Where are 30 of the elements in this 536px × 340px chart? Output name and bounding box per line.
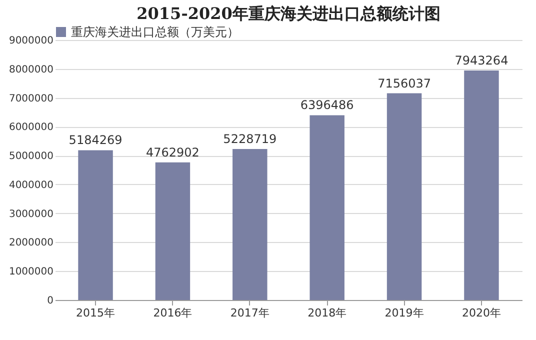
y-tick-label: 1000000 — [8, 266, 54, 278]
bar — [464, 70, 499, 300]
y-tick-label: 6000000 — [8, 122, 54, 134]
x-tick-label: 2018年 — [308, 306, 347, 320]
data-label: 7156037 — [378, 76, 432, 90]
bar — [78, 150, 113, 300]
data-label: 5228719 — [223, 132, 277, 146]
data-label: 5184269 — [68, 133, 122, 148]
chart-title: 2015-2020年重庆海关进出口总额统计图 — [136, 4, 440, 23]
y-tick-label: 8000000 — [8, 64, 54, 76]
x-tick-label: 2017年 — [230, 306, 270, 320]
x-tick-label: 2016年 — [153, 306, 192, 320]
y-tick-label: 9000000 — [8, 36, 54, 46]
bar — [232, 148, 268, 300]
data-label: 7943264 — [454, 54, 508, 68]
bar — [310, 115, 344, 300]
x-tick-label: 2015年 — [76, 306, 116, 320]
y-tick-label: 2000000 — [8, 238, 54, 249]
y-tick-label: 4000000 — [8, 180, 54, 191]
bar — [155, 162, 190, 300]
legend-label: 重庆海关进出口总额（万美元） — [71, 25, 239, 39]
data-label: 4762902 — [146, 145, 200, 160]
data-label: 6396486 — [300, 98, 354, 112]
y-tick-label: 0 — [47, 296, 54, 306]
y-tick-label: 7000000 — [8, 93, 54, 104]
y-tick-label: 3000000 — [8, 208, 54, 220]
x-tick-label: 2020年 — [462, 306, 501, 320]
x-tick-label: 2019年 — [384, 306, 424, 320]
bar — [386, 93, 422, 300]
y-tick-label: 5000000 — [8, 151, 54, 162]
